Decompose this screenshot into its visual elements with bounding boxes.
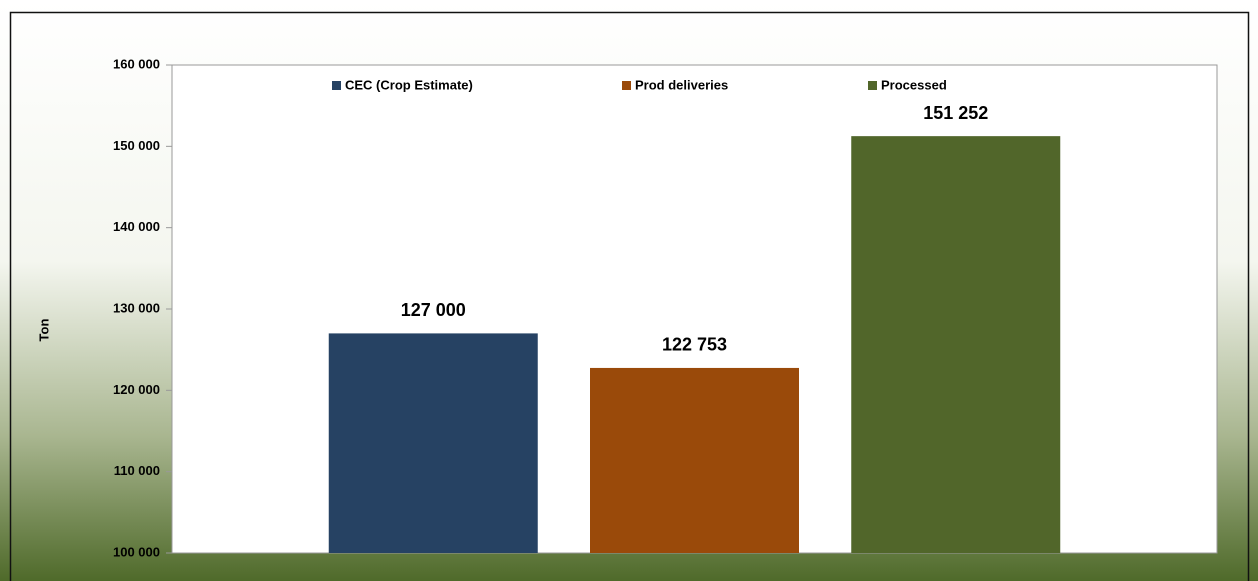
y-tick-label: 130 000 [113,300,160,315]
value-label: 151 252 [923,103,988,123]
y-tick-label: 140 000 [113,219,160,234]
y-tick-label: 150 000 [113,138,160,153]
legend-label: Processed [881,77,947,92]
y-tick-label: 120 000 [113,382,160,397]
chart-frame [9,11,1250,581]
bar [851,136,1061,554]
y-tick-label: 100 000 [113,544,160,559]
legend-swatch [332,81,341,90]
legend-swatch [622,81,631,90]
legend-swatch [868,81,877,90]
y-tick-label: 110 000 [114,463,160,478]
legend-label: Prod deliveries [635,77,728,92]
bar [590,367,799,553]
legend-label: CEC (Crop Estimate) [345,77,473,92]
y-tick-label: 160 000 [113,56,160,71]
bar [328,333,538,553]
y-axis-label: Ton [36,319,51,342]
value-label: 122 753 [662,335,727,355]
value-label: 127 000 [401,300,466,320]
